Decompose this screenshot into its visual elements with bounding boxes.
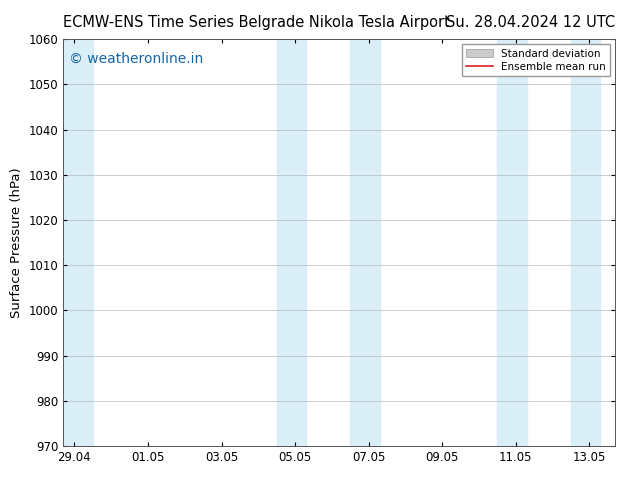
Legend: Standard deviation, Ensemble mean run: Standard deviation, Ensemble mean run — [462, 45, 610, 76]
Text: © weatheronline.in: © weatheronline.in — [69, 51, 203, 65]
Y-axis label: Surface Pressure (hPa): Surface Pressure (hPa) — [10, 167, 23, 318]
Bar — [571, 39, 600, 446]
Bar — [497, 39, 527, 446]
Bar — [63, 39, 93, 446]
Text: ECMW-ENS Time Series Belgrade Nikola Tesla Airport: ECMW-ENS Time Series Belgrade Nikola Tes… — [63, 15, 450, 30]
Bar — [350, 39, 380, 446]
Bar — [276, 39, 306, 446]
Text: Su. 28.04.2024 12 UTC: Su. 28.04.2024 12 UTC — [446, 15, 615, 30]
